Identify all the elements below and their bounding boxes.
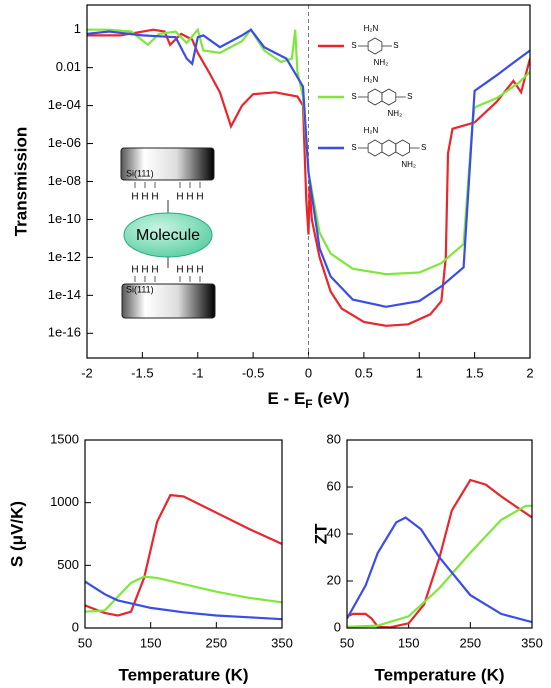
series-line bbox=[347, 478, 532, 628]
h-atom: H bbox=[151, 265, 158, 276]
h-atom: H bbox=[196, 265, 203, 276]
h-atom: H bbox=[131, 265, 138, 276]
y-tick-label: 1e-14 bbox=[48, 287, 81, 302]
y-tick-label: 1e-10 bbox=[48, 211, 81, 226]
atom-label: NH₂ bbox=[401, 160, 416, 169]
atom-label: S bbox=[407, 92, 412, 101]
x-tick-label: -1 bbox=[192, 365, 204, 380]
x-tick-label: 350 bbox=[271, 635, 293, 650]
atom-label: NH₂ bbox=[374, 58, 389, 67]
x-tick-label: 350 bbox=[521, 635, 543, 650]
y-tick-label: 500 bbox=[57, 557, 79, 572]
plot-frame bbox=[86, 4, 531, 359]
y-tick-label: 80 bbox=[327, 431, 341, 446]
legend-structures: H₂N NH₂ S S H₂N NH₂ S S H₂N NH₂ S S bbox=[318, 24, 426, 169]
h-atom: H bbox=[186, 192, 193, 203]
x-label-main: E - E bbox=[268, 389, 306, 408]
h-atom: H bbox=[141, 192, 148, 203]
si-label: Si(111) bbox=[126, 168, 154, 178]
x-label-sub: F bbox=[305, 397, 312, 411]
series-line bbox=[85, 580, 282, 621]
h-atom: H bbox=[186, 265, 193, 276]
y-tick-label: 0 bbox=[334, 619, 341, 634]
si-label: Si(111) bbox=[126, 284, 154, 294]
x-tick-label: -2 bbox=[81, 365, 93, 380]
x-tick-label: 1 bbox=[416, 365, 423, 380]
ring bbox=[395, 139, 411, 157]
atom-label: S bbox=[351, 92, 356, 101]
ring bbox=[381, 139, 397, 157]
x-tick-label: 2 bbox=[526, 365, 533, 380]
x-tick-label: 50 bbox=[78, 635, 92, 650]
x-tick-label: 250 bbox=[459, 635, 481, 650]
y-tick-label: 1e-06 bbox=[48, 135, 81, 150]
x-tick-label: 150 bbox=[398, 635, 420, 650]
si-block bbox=[121, 283, 216, 319]
x-tick-label: 1.5 bbox=[466, 365, 484, 380]
series-line bbox=[85, 493, 282, 617]
atom-label: S bbox=[351, 143, 356, 152]
y-tick-label: 1e-16 bbox=[48, 325, 81, 340]
y-axis-label: Transmission bbox=[11, 127, 30, 237]
series-line bbox=[347, 504, 532, 628]
y-tick-label: 60 bbox=[327, 478, 341, 493]
plot-frame bbox=[346, 439, 533, 629]
y-axis-label: S (μV/K) bbox=[7, 501, 26, 567]
x-tick-label: 150 bbox=[140, 635, 162, 650]
ring bbox=[381, 88, 397, 106]
h-atom: H bbox=[176, 192, 183, 203]
h-atom: H bbox=[151, 192, 158, 203]
y-tick-label: 1 bbox=[74, 21, 81, 36]
y-tick-label: 1e-04 bbox=[48, 97, 81, 112]
y-tick-label: 0.01 bbox=[56, 59, 81, 74]
y-tick-label: 20 bbox=[327, 572, 341, 587]
ring bbox=[367, 37, 383, 55]
molecule-label: Molecule bbox=[136, 227, 200, 244]
atom-label: H₂N bbox=[364, 75, 379, 84]
y-tick-label: 40 bbox=[327, 525, 341, 540]
atom-label: S bbox=[421, 143, 426, 152]
y-tick-label: 1500 bbox=[50, 431, 79, 446]
y-tick-label: 1000 bbox=[50, 494, 79, 509]
si-block bbox=[120, 147, 215, 181]
h-atom: H bbox=[176, 265, 183, 276]
x-tick-label: 250 bbox=[205, 635, 227, 650]
h-atom: H bbox=[131, 192, 138, 203]
series-line bbox=[85, 575, 282, 613]
series-line bbox=[87, 27, 530, 276]
x-tick-label: -0.5 bbox=[242, 365, 264, 380]
x-axis-label: Temperature (K) bbox=[118, 665, 248, 684]
x-tick-label: 0 bbox=[305, 365, 312, 380]
molecule bbox=[123, 212, 213, 258]
y-tick-label: 1e-08 bbox=[48, 173, 81, 188]
h-atom: H bbox=[196, 192, 203, 203]
y-axis-label: ZT bbox=[311, 523, 330, 544]
ring bbox=[367, 88, 383, 106]
x-axis-label: Temperature (K) bbox=[374, 665, 504, 684]
atom-label: H₂N bbox=[364, 126, 379, 135]
atom-label: S bbox=[393, 41, 398, 50]
atom-label: S bbox=[351, 41, 356, 50]
x-tick-label: -1.5 bbox=[131, 365, 153, 380]
atom-label: NH₂ bbox=[388, 109, 403, 118]
x-tick-label: 50 bbox=[340, 635, 354, 650]
x-tick-label: 0.5 bbox=[355, 365, 373, 380]
h-atom: H bbox=[141, 265, 148, 276]
series-line bbox=[87, 28, 530, 308]
ring bbox=[367, 139, 383, 157]
x-axis-label: E - EF (eV) bbox=[268, 389, 350, 411]
y-tick-label: 1e-12 bbox=[48, 249, 81, 264]
series-line bbox=[347, 516, 532, 624]
plot-frame bbox=[84, 439, 283, 629]
y-tick-label: 0 bbox=[72, 619, 79, 634]
atom-label: H₂N bbox=[364, 24, 379, 33]
x-label-unit: (eV) bbox=[313, 389, 350, 408]
